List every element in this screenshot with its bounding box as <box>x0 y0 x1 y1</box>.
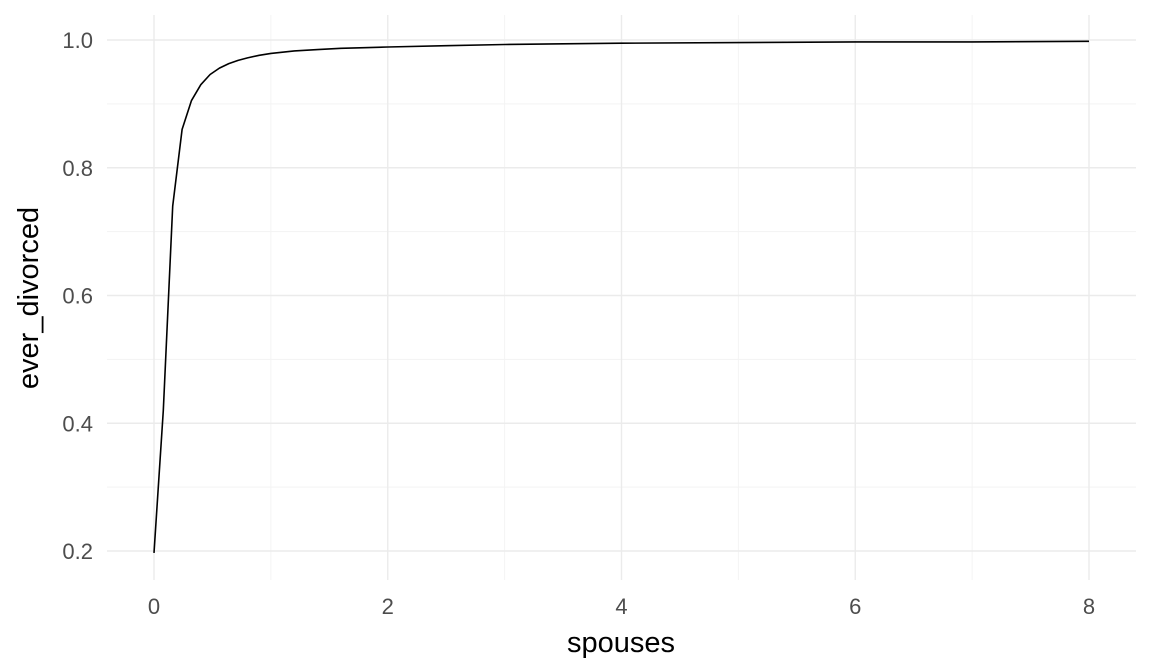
y-tick-label: 0.8 <box>62 156 93 181</box>
y-axis-ticks: 0.2 0.4 0.6 0.8 1.0 <box>62 28 93 564</box>
x-axis-title: spouses <box>567 627 675 659</box>
y-axis-title: ever_divorced <box>13 207 45 389</box>
x-tick-label: 4 <box>615 594 627 619</box>
y-tick-label: 0.2 <box>62 539 93 564</box>
y-tick-label: 0.4 <box>62 411 93 436</box>
y-tick-label: 0.6 <box>62 284 93 309</box>
grid-lines <box>107 15 1136 580</box>
y-tick-label: 1.0 <box>62 28 93 53</box>
plot-area <box>153 40 1090 553</box>
series-line <box>153 40 1090 553</box>
x-axis-ticks: 0 2 4 6 8 <box>148 594 1095 619</box>
x-tick-label: 0 <box>148 594 160 619</box>
x-tick-label: 6 <box>849 594 861 619</box>
x-tick-label: 2 <box>382 594 394 619</box>
x-tick-label: 8 <box>1083 594 1095 619</box>
